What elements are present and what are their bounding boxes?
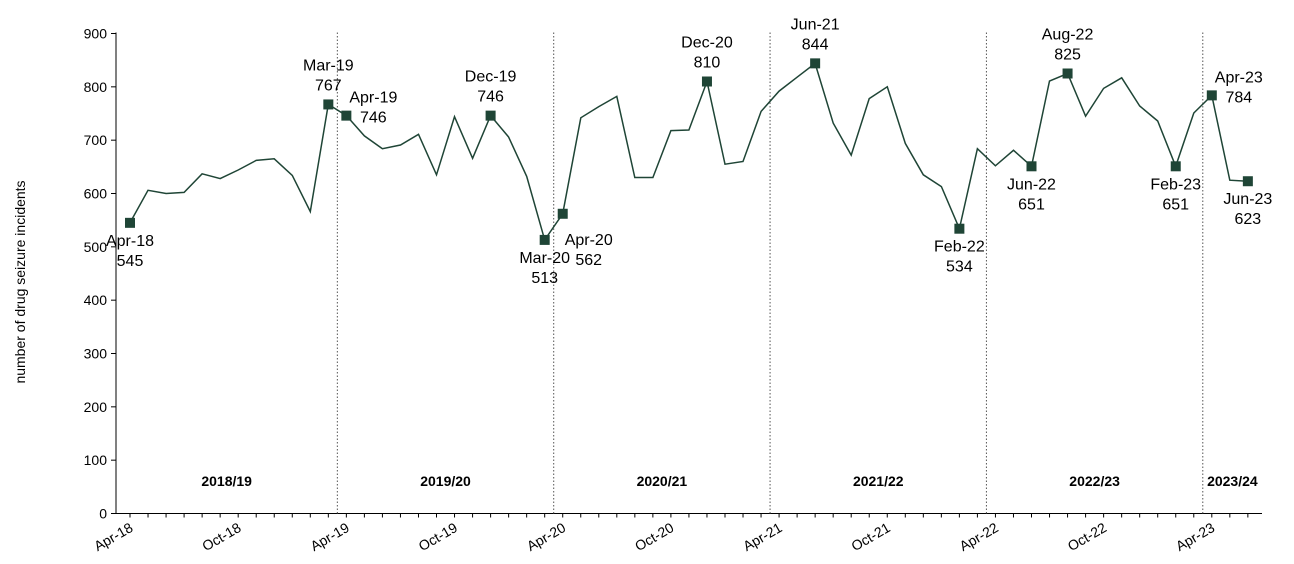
y-tick-label: 600 [84,186,108,202]
annotation-label: Feb-22 [934,239,985,256]
data-annotations: Apr-18 545 Mar-19 767 Apr-19 746 Dec-19 746 Mar-… [106,16,1272,287]
y-tick-label: 300 [84,346,108,362]
y-tick-label: 900 [84,26,108,42]
annotation-label: Apr-20 [565,232,613,249]
x-tick-label: Oct-21 [848,519,893,554]
highlight-markers [125,58,1253,245]
fy-label: 2021/22 [853,473,904,489]
fy-label: 2020/21 [637,473,688,489]
annotation-value: 784 [1225,89,1252,106]
x-tick-label: Oct-20 [632,519,677,554]
fy-label: 2023/24 [1207,473,1258,489]
x-tick-label: Apr-23 [1173,519,1218,554]
annotation-value: 651 [1162,196,1189,213]
data-marker [954,223,965,234]
annotation-label: Feb-23 [1150,176,1201,193]
data-marker [1026,161,1037,172]
annotation-value: 746 [360,110,387,127]
fy-label: 2019/20 [420,473,471,489]
annotation-label: Dec-19 [465,69,517,86]
x-tick-label: Apr-18 [91,519,136,554]
data-marker [701,76,712,87]
x-tick-label: Apr-22 [957,519,1002,554]
y-tick-label: 700 [84,132,108,148]
x-tick-label: Apr-21 [740,519,785,554]
x-tick-label: Oct-22 [1065,519,1110,554]
annotation-label: Apr-19 [349,90,397,107]
data-marker [1242,176,1253,187]
annotation-value: 844 [802,36,829,53]
annotation-value: 513 [531,270,558,287]
data-marker [341,110,352,121]
fy-label: 2022/23 [1069,473,1120,489]
annotation-value: 623 [1235,211,1262,228]
x-tick-label: Oct-19 [416,519,461,554]
data-marker [557,208,568,219]
y-axis-label: number of drug seizure incidents [12,180,28,383]
annotation-label: Jun-23 [1223,191,1272,208]
y-tick-label: 100 [84,452,108,468]
x-tick-label: Oct-18 [199,519,244,554]
annotation-value: 746 [477,89,504,106]
annotation-value: 825 [1054,47,1081,64]
data-marker [539,234,550,245]
financial-year-dividers [336,32,1204,514]
y-tick-label: 400 [84,292,108,308]
annotation-value: 810 [694,55,721,72]
y-tick-label: 500 [84,239,108,255]
financial-year-labels: 2018/19 2019/20 2020/21 2021/22 2022/23 2023/… [201,473,1258,489]
y-tick-label: 0 [99,506,107,522]
x-tick-label: Apr-20 [524,519,569,554]
data-marker [323,99,334,110]
data-marker [125,217,135,228]
data-marker [485,110,496,121]
annotation-value: 651 [1018,196,1045,213]
annotation-label: Jun-22 [1007,176,1056,193]
fy-label: 2018/19 [201,473,252,489]
annotation-value: 545 [117,253,144,270]
annotation-value: 562 [575,252,602,269]
annotation-value: 534 [946,259,973,276]
y-tick-label: 800 [84,79,108,95]
annotation-label: Mar-20 [519,250,570,267]
data-marker [810,58,821,69]
annotation-label: Jun-21 [791,16,840,33]
series-line [129,62,1248,242]
annotation-label: Apr-23 [1215,69,1263,86]
x-tick-label: Apr-19 [307,519,352,554]
annotation-label: Dec-20 [681,35,733,52]
data-marker [1206,90,1217,101]
annotation-label: Mar-19 [303,57,354,74]
data-marker [1170,161,1181,172]
data-marker [1062,68,1073,79]
y-tick-label: 200 [84,399,108,415]
annotation-label: Apr-18 [106,233,154,250]
annotation-label: Aug-22 [1042,27,1094,44]
annotation-value: 767 [315,77,342,94]
